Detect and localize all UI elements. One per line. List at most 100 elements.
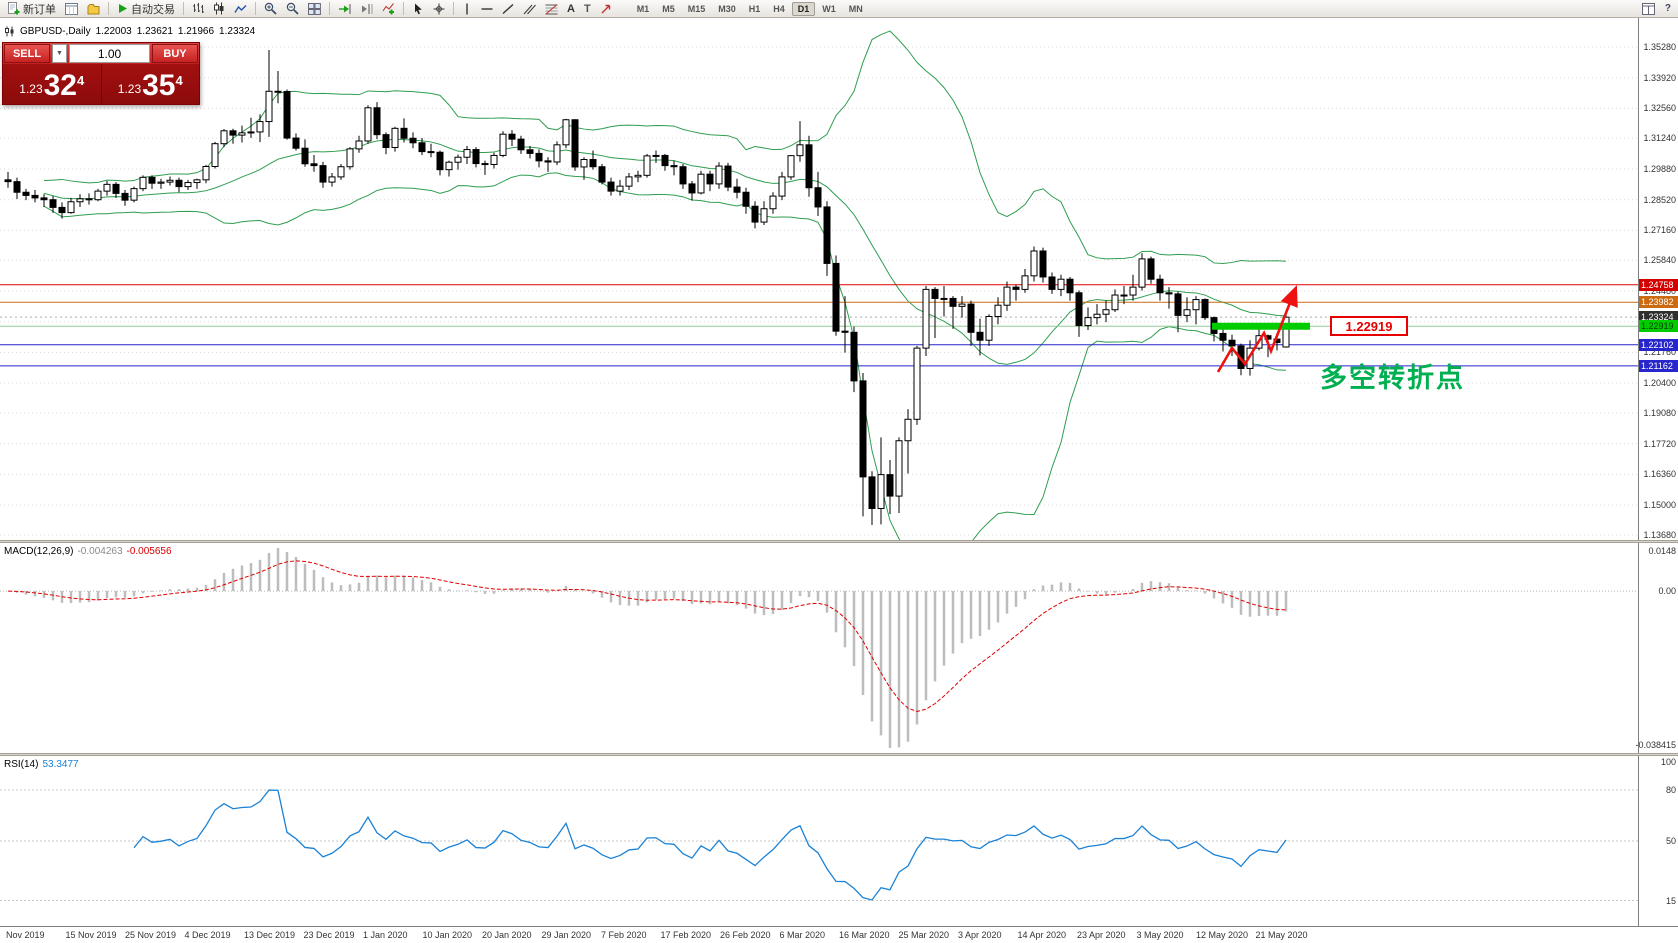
timeframe-h1-button[interactable]: H1 [743,2,767,16]
text-label-tool-button[interactable]: T [580,1,595,17]
price-tick: 1.15000 [1643,500,1676,511]
bollinger-upper-band [43,30,1287,264]
text-tool-button[interactable]: A [563,1,579,17]
add-indicator-button[interactable] [378,1,399,17]
rsi-panel[interactable]: RSI(14) 53.3477 [0,756,1638,926]
time-label: 23 Dec 2019 [303,930,355,940]
line-mode-button[interactable] [230,1,251,17]
time-label: 3 May 2020 [1136,930,1184,940]
auto-scroll-icon [338,3,351,15]
time-label: 3 Apr 2020 [958,930,1002,940]
macd-scale-label: 0.0148 [1648,546,1676,556]
cursor-tool-button[interactable] [408,1,428,17]
timeframe-d1-button[interactable]: D1 [791,1,816,16]
time-label: 14 Apr 2020 [1017,930,1067,940]
trendline-tool-button[interactable] [498,1,518,17]
price-tick: 1.21760 [1643,347,1676,358]
sell-price-big: 32 [43,69,77,102]
market-watch-button[interactable] [61,1,82,17]
navigator-button[interactable] [83,1,104,17]
trendline-icon [502,3,514,15]
ohlc-low: 1.21966 [177,26,215,37]
price-tick: 1.27160 [1643,225,1676,236]
volume-dropdown[interactable]: ▼ [52,44,67,63]
text-label-icon: T [583,2,591,15]
horizontal-line-tool-button[interactable] [477,1,497,17]
timeframe-m30-button[interactable]: M30 [712,2,742,16]
zoom-out-button[interactable] [282,1,303,17]
ohlc-close: 1.23324 [219,26,256,37]
autotrading-play-icon [117,3,128,14]
time-label: 17 Feb 2020 [660,930,712,940]
tile-windows-button[interactable] [304,1,325,17]
arrows-tool-button[interactable] [596,1,616,17]
new-order-button[interactable]: 新订单 [3,1,60,17]
sell-button[interactable]: SELL [4,44,50,63]
timeframe-h4-button[interactable]: H4 [767,2,791,16]
one-click-trading-widget: SELL ▼ 1.00 BUY 1.23 32 4 1.23 35 4 [2,42,200,105]
fibonacci-tool-button[interactable] [541,1,562,17]
market-watch-icon [65,2,78,15]
buy-price[interactable]: 1.23 35 4 [102,64,200,104]
panel-splitter-rsi[interactable] [0,753,1678,756]
rsi-label: RSI(14) 53.3477 [4,759,79,770]
symbol-ohlc-line: GBPUSD-,Daily 1.22003 1.23621 1.21966 1.… [4,26,255,37]
turning-point-annotation[interactable]: 多空转折点 [1320,363,1465,394]
rsi-axis: 100 80 50 15 [1638,756,1678,926]
price-tick: 1.25840 [1643,255,1676,266]
price-callout[interactable]: 1.22919 [1330,316,1408,337]
auto-scroll-button[interactable] [334,1,355,17]
price-tick: 1.13680 [1643,529,1676,540]
time-label: 25 Mar 2020 [898,930,950,940]
macd-signal-value: -0.005656 [126,546,172,557]
windows-button[interactable] [1638,1,1659,17]
price-axis[interactable]: 1.35280 1.33920 1.32560 1.31240 1.29880 1.285… [1638,18,1678,540]
candles-mode-button[interactable] [209,1,229,17]
sell-price-pip: 4 [77,73,85,88]
trend-arrow-annotation[interactable] [1216,285,1298,373]
price-chart[interactable] [0,18,1638,540]
zoom-in-button[interactable] [260,1,281,17]
sell-price[interactable]: 1.23 32 4 [3,64,101,104]
toolbar-separator [255,2,256,15]
timeframe-m5-button[interactable]: M5 [656,2,681,16]
price-tick: 1.33920 [1643,72,1676,83]
fibonacci-icon [545,3,558,15]
time-label: 13 Dec 2019 [244,930,296,940]
time-label: 26 Feb 2020 [720,930,771,940]
macd-scale-label: -0.038415 [1635,740,1676,750]
vertical-line-tool-button[interactable] [458,1,476,17]
bollinger-middle-band [43,138,1287,365]
timeframe-mn-button[interactable]: MN [843,2,869,16]
price-tag-1.22919: 1.22919 [1639,320,1678,333]
price-chart-panel[interactable]: GBPUSD-,Daily 1.22003 1.23621 1.21966 1.… [0,18,1638,540]
help-icon: ? [1664,2,1671,14]
rsi-scale-label: 80 [1665,785,1676,795]
volume-input[interactable]: 1.00 [69,44,150,63]
rsi-scale-label: 100 [1660,757,1676,767]
time-axis[interactable]: Nov 2019 15 Nov 2019 25 Nov 2019 4 Dec 2019… [0,926,1678,943]
chart-shift-button[interactable] [356,1,377,17]
macd-axis: 0.0148 0.00 -0.038415 [1635,543,1678,753]
crosshair-tool-button[interactable] [429,1,449,17]
time-label: 4 Dec 2019 [184,930,231,940]
bars-mode-button[interactable] [188,1,208,17]
time-label: 29 Jan 2020 [541,930,592,940]
time-label: 1 Jan 2020 [363,930,408,940]
text-icon: A [567,2,575,15]
time-label: 7 Feb 2020 [601,930,647,940]
help-button[interactable]: ? [1661,1,1675,17]
timeframe-m15-button[interactable]: M15 [682,2,712,16]
timeframe-w1-button[interactable]: W1 [816,2,842,16]
price-tick: 1.20400 [1643,378,1676,389]
autotrading-button[interactable]: 自动交易 [113,1,179,17]
line-chart-icon [234,3,247,15]
rsi-scale-label: 15 [1665,895,1676,906]
timeframe-m1-button[interactable]: M1 [631,2,656,16]
buy-button[interactable]: BUY [152,44,198,63]
toolbar-separator [108,2,109,15]
add-indicator-icon [382,2,395,15]
channel-tool-button[interactable] [519,1,540,17]
panel-splitter-macd[interactable] [0,540,1678,543]
macd-panel[interactable]: MACD(12,26,9) -0.004263 -0.005656 [0,543,1638,753]
